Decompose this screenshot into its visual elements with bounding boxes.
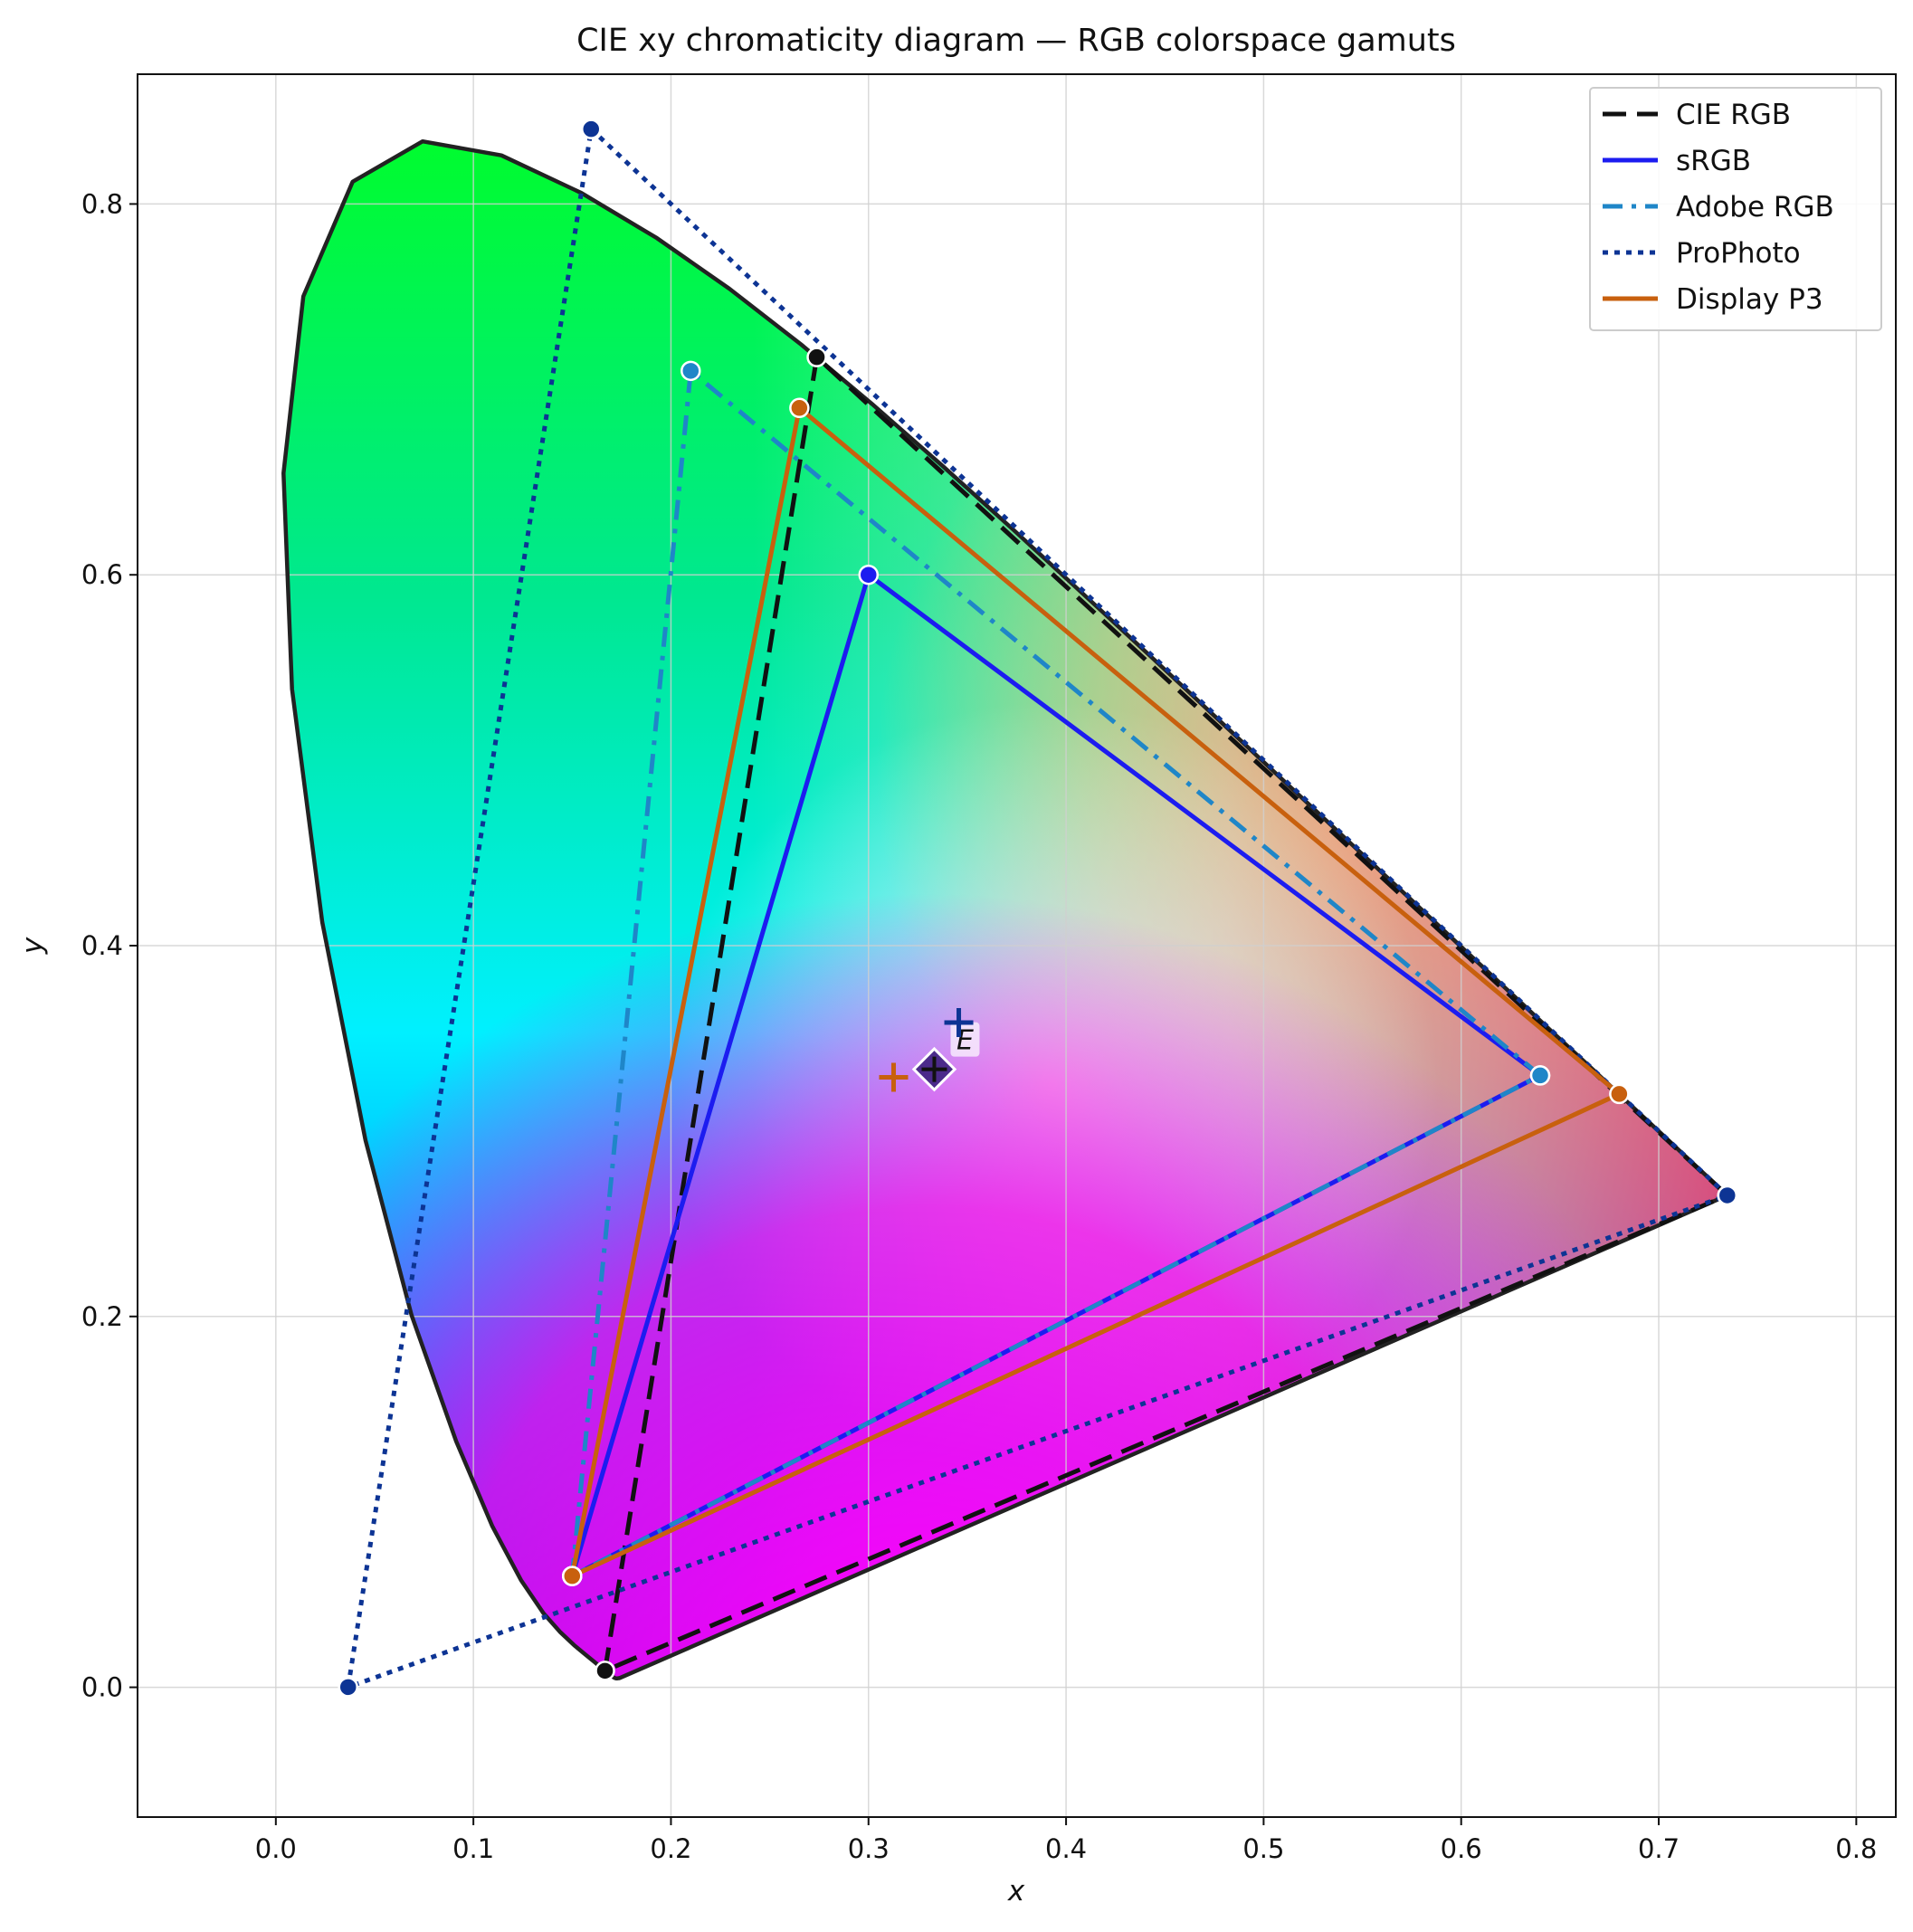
primary-marker <box>806 347 827 367</box>
x-tick-label: 0.3 <box>848 1833 890 1864</box>
primary-marker <box>562 1566 583 1586</box>
primary-marker <box>1717 1185 1738 1206</box>
primary-marker <box>595 1661 615 1681</box>
x-tick-label: 0.6 <box>1441 1833 1482 1864</box>
primary-marker <box>1609 1083 1630 1105</box>
legend-label: CIE RGB <box>1676 99 1791 131</box>
y-tick-label: 0.4 <box>81 930 123 961</box>
primary-marker <box>680 360 701 382</box>
primary-marker <box>858 564 880 585</box>
primary-marker <box>581 119 602 139</box>
y-tick-label: 0.2 <box>81 1301 123 1332</box>
gamut-triangle-2 <box>569 368 1543 1579</box>
x-tick-label: 0.1 <box>452 1833 494 1864</box>
legend-label: Adobe RGB <box>1676 191 1834 224</box>
white-point-cross <box>921 1056 947 1082</box>
x-tick-label: 0.4 <box>1045 1833 1087 1864</box>
primary-marker <box>1529 1065 1551 1086</box>
gamut-triangle-3 <box>346 127 1730 1689</box>
y-tick-label: 0.8 <box>81 188 123 219</box>
primary-marker <box>789 397 810 419</box>
gamut-triangle-0 <box>603 355 1730 1673</box>
y-axis-label: y <box>16 937 49 955</box>
x-tick-label: 0.8 <box>1835 1833 1877 1864</box>
legend: CIE RGB sRGB Adobe RGB ProPhoto Display P3 <box>1589 87 1882 331</box>
white-point-marker <box>879 1062 909 1092</box>
x-tick-label: 0.7 <box>1638 1833 1680 1864</box>
x-axis-label: x <box>1007 1875 1025 1908</box>
legend-label: sRGB <box>1676 145 1751 177</box>
y-tick-label: 0.6 <box>81 559 123 590</box>
legend-label: ProPhoto <box>1676 237 1801 270</box>
legend-box <box>1589 87 1882 331</box>
legend-label: Display P3 <box>1676 283 1823 316</box>
primary-marker <box>338 1677 358 1698</box>
x-tick-label: 0.0 <box>255 1833 297 1864</box>
gamut-triangle-4 <box>569 405 1622 1579</box>
x-tick-label: 0.5 <box>1242 1833 1284 1864</box>
chart-title: CIE xy chromaticity diagram — RGB colors… <box>576 23 1456 59</box>
x-tick-label: 0.2 <box>650 1833 691 1864</box>
y-tick-label: 0.0 <box>81 1672 123 1703</box>
white-point-marker <box>944 1008 974 1038</box>
